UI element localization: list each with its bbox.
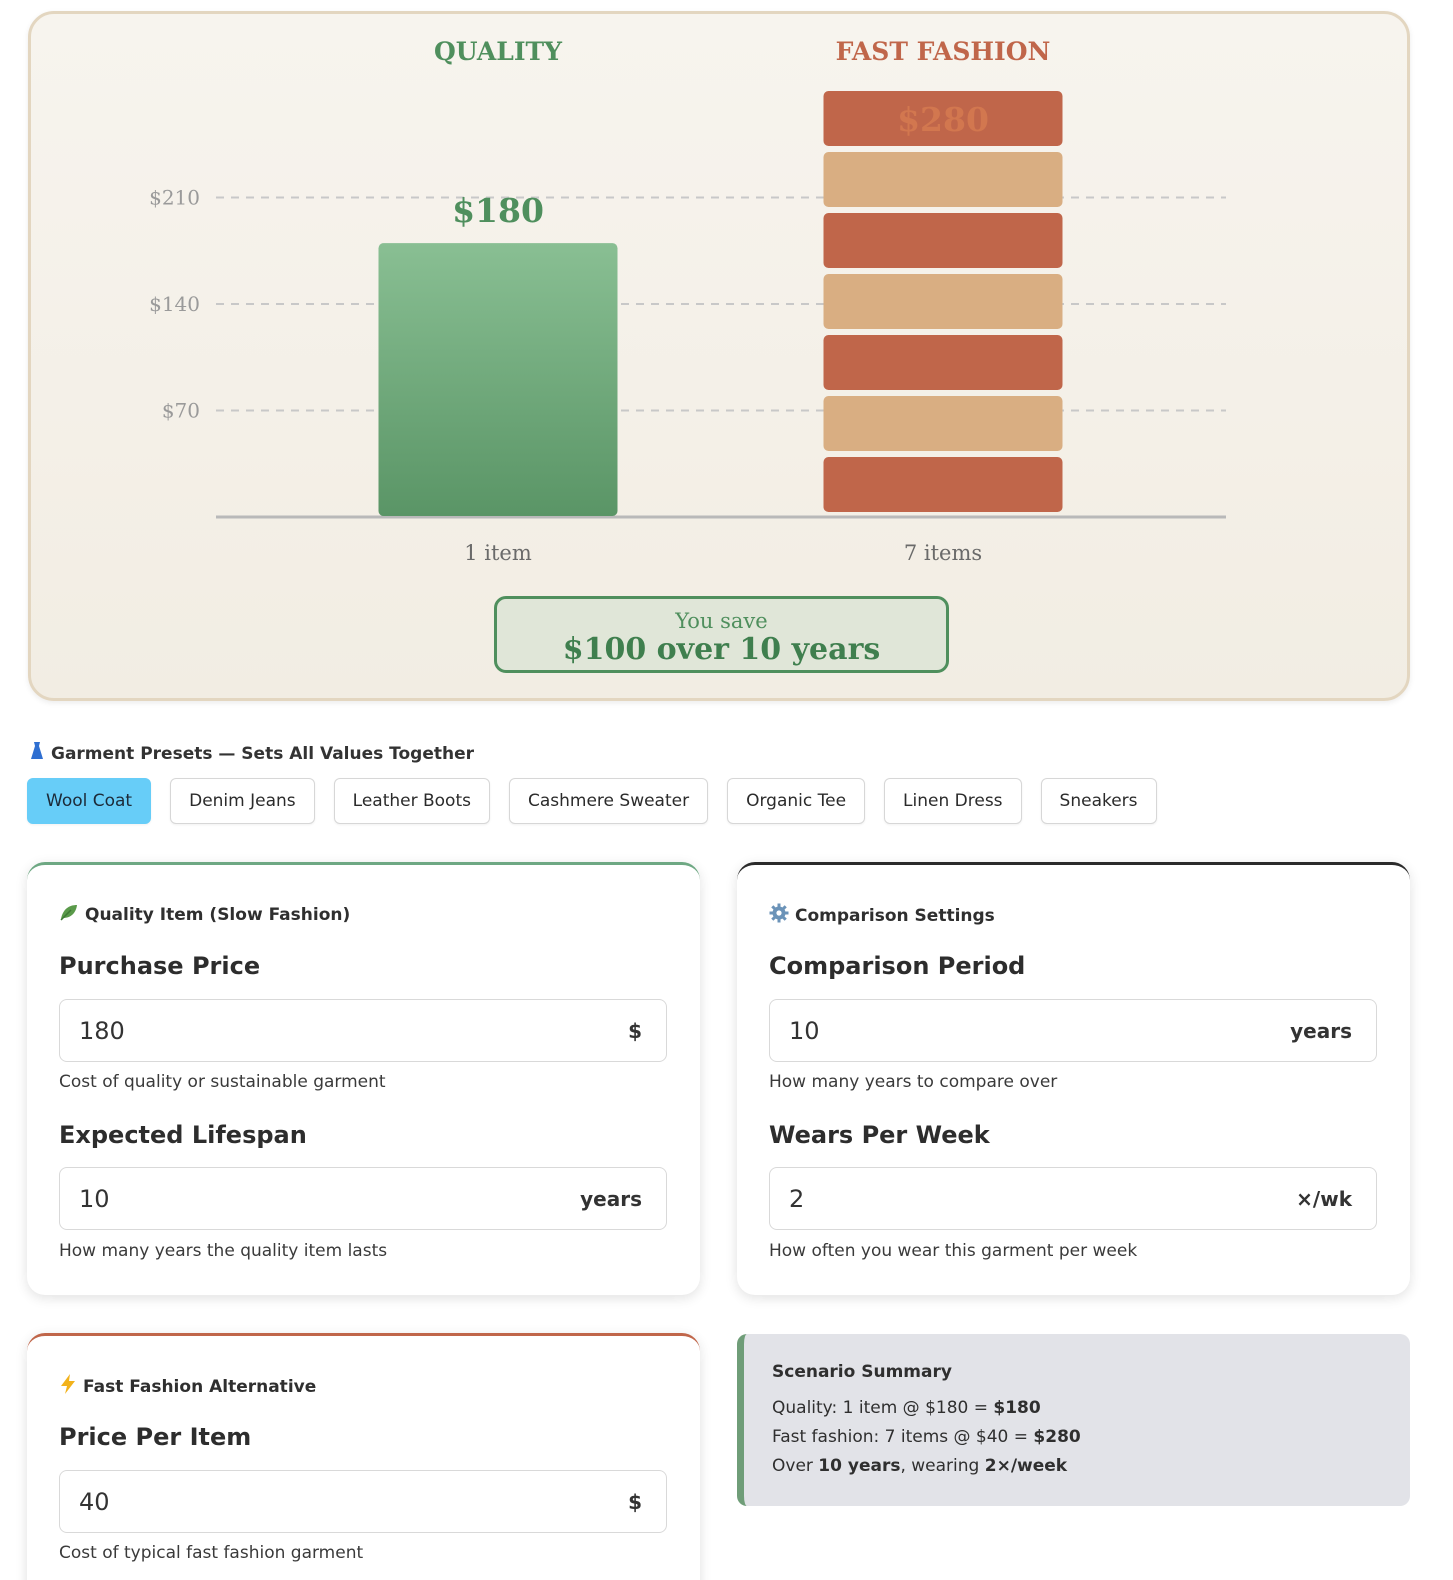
price-per-item-label: Price Per Item bbox=[59, 1423, 252, 1451]
summary-quality-total: $180 bbox=[993, 1398, 1041, 1418]
summary-over-years: 10 years bbox=[818, 1456, 901, 1476]
cost-comparison-chart: $70 $140 $210 QUALITY FAST FASHION $180 $280 1 … bbox=[149, 37, 1226, 565]
summary-quality-line: Quality: 1 item @ $180 = $180 bbox=[772, 1394, 1410, 1423]
wears-per-week-input[interactable]: 2 ×/wk bbox=[769, 1167, 1377, 1230]
price-per-item-value: 40 bbox=[79, 1488, 110, 1516]
quality-item-panel: Quality Item (Slow Fashion) Purchase Pri… bbox=[27, 862, 700, 1295]
y-tick-label: $70 bbox=[162, 399, 200, 423]
wears-per-week-help: How often you wear this garment per week bbox=[769, 1241, 1138, 1261]
preset-buttons: Wool Coat Denim Jeans Leather Boots Cash… bbox=[27, 778, 1157, 824]
fast-panel-title: Fast Fashion Alternative bbox=[83, 1376, 317, 1397]
gear-icon bbox=[769, 903, 789, 928]
fast-fashion-item-block bbox=[823, 457, 1063, 512]
savings-lead: You save bbox=[675, 609, 768, 633]
quality-column-header: QUALITY bbox=[434, 37, 563, 66]
wears-per-week-unit: ×/wk bbox=[1296, 1187, 1352, 1211]
fast-fashion-item-block bbox=[823, 213, 1063, 268]
savings-amount: $100 over 10 years bbox=[562, 632, 881, 667]
fast-fashion-item-count: 7 items bbox=[904, 541, 982, 565]
summary-fast-line: Fast fashion: 7 items @ $40 = $280 bbox=[772, 1423, 1410, 1452]
fast-fashion-item-block bbox=[823, 91, 1063, 146]
y-tick-label: $210 bbox=[149, 186, 200, 210]
fast-fashion-item-block bbox=[823, 396, 1063, 451]
price-per-item-help: Cost of typical fast fashion garment bbox=[59, 1543, 364, 1563]
fast-fashion-item-block bbox=[823, 335, 1063, 390]
summary-over-prefix: Over bbox=[772, 1456, 819, 1476]
comparison-period-label: Comparison Period bbox=[769, 952, 1026, 980]
wears-per-week-value: 2 bbox=[789, 1185, 805, 1213]
comparison-period-value: 10 bbox=[789, 1017, 820, 1045]
quality-bar bbox=[378, 243, 618, 516]
quality-panel-title: Quality Item (Slow Fashion) bbox=[85, 904, 351, 925]
expected-lifespan-input[interactable]: 10 years bbox=[59, 1167, 667, 1230]
scenario-summary: Scenario Summary Quality: 1 item @ $180 … bbox=[737, 1334, 1410, 1506]
y-tick-label: $140 bbox=[149, 292, 200, 316]
price-per-item-input[interactable]: 40 $ bbox=[59, 1470, 667, 1533]
preset-leather-boots-button[interactable]: Leather Boots bbox=[333, 778, 490, 824]
preset-wool-coat-button[interactable]: Wool Coat bbox=[27, 778, 152, 824]
purchase-price-label: Purchase Price bbox=[59, 952, 261, 980]
summary-period-line: Over 10 years, wearing 2×/week bbox=[772, 1452, 1410, 1481]
purchase-price-help: Cost of quality or sustainable garment bbox=[59, 1072, 386, 1092]
expected-lifespan-label: Expected Lifespan bbox=[59, 1121, 307, 1149]
leaf-icon bbox=[59, 903, 79, 926]
quality-panel-title-row: Quality Item (Slow Fashion) bbox=[59, 903, 350, 926]
expected-lifespan-value: 10 bbox=[79, 1185, 110, 1213]
expected-lifespan-help: How many years the quality item lasts bbox=[59, 1241, 388, 1261]
preset-linen-dress-button[interactable]: Linen Dress bbox=[884, 778, 1022, 824]
preset-denim-jeans-button[interactable]: Denim Jeans bbox=[170, 778, 315, 824]
settings-panel-title-row: Comparison Settings bbox=[769, 903, 995, 928]
purchase-price-value: 180 bbox=[79, 1017, 125, 1045]
summary-over-wears: 2×/week bbox=[984, 1456, 1068, 1476]
fast-panel-title-row: Fast Fashion Alternative bbox=[59, 1374, 316, 1399]
price-per-item-unit: $ bbox=[628, 1490, 642, 1514]
comparison-settings-panel: Comparison Settings Comparison Period 10… bbox=[737, 862, 1410, 1295]
dress-icon bbox=[29, 742, 45, 765]
comparison-period-help: How many years to compare over bbox=[769, 1072, 1058, 1092]
lightning-icon bbox=[59, 1374, 77, 1399]
cost-comparison-chart-card: $70 $140 $210 QUALITY FAST FASHION $180 $280 1 … bbox=[28, 11, 1410, 701]
summary-quality-text: Quality: 1 item @ $180 = bbox=[772, 1398, 994, 1418]
quality-total-label: $180 bbox=[452, 191, 544, 230]
preset-organic-tee-button[interactable]: Organic Tee bbox=[727, 778, 866, 824]
fast-fashion-item-block bbox=[823, 152, 1063, 207]
fast-fashion-total-label: $280 bbox=[897, 100, 989, 139]
settings-panel-title: Comparison Settings bbox=[795, 905, 995, 926]
comparison-period-unit: years bbox=[1290, 1019, 1352, 1043]
presets-title: Garment Presets — Sets All Values Togeth… bbox=[51, 743, 475, 764]
comparison-period-input[interactable]: 10 years bbox=[769, 999, 1377, 1062]
presets-title-row: Garment Presets — Sets All Values Togeth… bbox=[29, 742, 474, 765]
wears-per-week-label: Wears Per Week bbox=[769, 1121, 990, 1149]
fast-fashion-panel: Fast Fashion Alternative Price Per Item … bbox=[27, 1333, 700, 1580]
summary-fast-total: $280 bbox=[1033, 1427, 1081, 1447]
preset-sneakers-button[interactable]: Sneakers bbox=[1040, 778, 1157, 824]
fast-fashion-column-header: FAST FASHION bbox=[836, 37, 1051, 66]
expected-lifespan-unit: years bbox=[580, 1187, 642, 1211]
purchase-price-input[interactable]: 180 $ bbox=[59, 999, 667, 1062]
summary-title: Scenario Summary bbox=[772, 1362, 952, 1382]
fast-fashion-item-block bbox=[823, 274, 1063, 329]
summary-over-mid: , wearing bbox=[900, 1456, 985, 1476]
quality-item-count: 1 item bbox=[464, 541, 532, 565]
preset-cashmere-sweater-button[interactable]: Cashmere Sweater bbox=[508, 778, 709, 824]
summary-fast-text: Fast fashion: 7 items @ $40 = bbox=[772, 1427, 1034, 1447]
purchase-price-unit: $ bbox=[628, 1019, 642, 1043]
savings-callout: You save $100 over 10 years bbox=[494, 596, 949, 673]
